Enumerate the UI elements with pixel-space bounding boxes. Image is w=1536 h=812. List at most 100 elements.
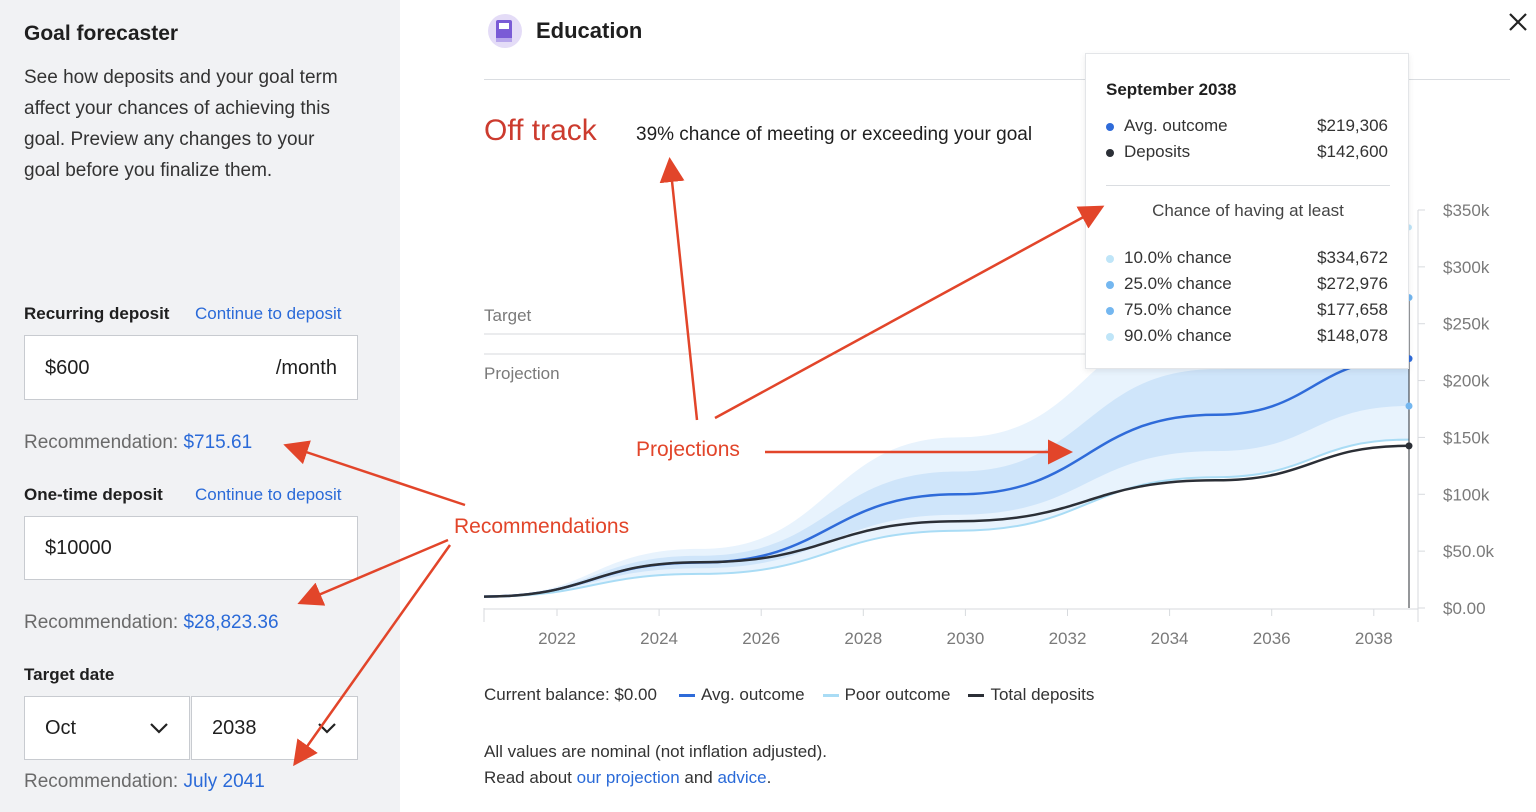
legend-label: Avg. outcome — [700, 685, 805, 704]
y-tick-label: $350k — [1443, 201, 1490, 220]
tooltip-label: 75.0% chance — [1124, 300, 1232, 319]
onetime-deposit-input[interactable]: $10000 — [24, 516, 358, 580]
arrow-to-onetime-rec — [297, 538, 449, 606]
recurring-deposit-value: $600 — [45, 357, 90, 379]
target-year-select[interactable]: 2038 — [191, 696, 358, 760]
recurring-continue-link[interactable]: Continue to deposit — [195, 304, 342, 323]
advice-link[interactable]: advice — [717, 768, 767, 787]
read-prefix: Read about — [484, 768, 577, 787]
book-icon — [488, 14, 522, 48]
tooltip-row-chance: 75.0% chance $177,658 — [1106, 300, 1388, 320]
tooltip-row-chance: 25.0% chance $272,976 — [1106, 274, 1388, 294]
legend-item-avg: Avg. outcome — [678, 685, 805, 705]
tooltip-label: Avg. outcome — [1124, 116, 1228, 135]
target-month-select[interactable]: Oct — [24, 696, 190, 760]
legend-item-deposits: Total deposits — [968, 685, 1094, 705]
close-icon[interactable] — [1507, 11, 1529, 33]
tooltip-label: 10.0% chance — [1124, 248, 1232, 267]
target-recommendation: Recommendation: July 2041 — [24, 771, 265, 793]
y-tick-label: $200k — [1443, 372, 1490, 391]
chance-dot — [1106, 332, 1114, 341]
onetime-continue-link[interactable]: Continue to deposit — [195, 485, 342, 504]
target-month-value: Oct — [45, 717, 77, 739]
chart-tooltip: September 2038 Avg. outcome $219,306 Dep… — [1085, 53, 1409, 369]
y-tick-label: $0.00 — [1443, 599, 1486, 618]
target-rec-value[interactable]: July 2041 — [183, 771, 265, 792]
x-tick-label: 2036 — [1253, 629, 1291, 648]
arrow-to-tooltip — [714, 205, 1105, 420]
legend-swatch — [678, 694, 695, 698]
x-tick-label: 2038 — [1355, 629, 1393, 648]
chance-dot — [1106, 254, 1114, 263]
sidebar-description: See how deposits and your goal term affe… — [24, 67, 338, 181]
y-tick-label: $100k — [1443, 485, 1490, 504]
status-badge: Off track — [484, 114, 597, 147]
tooltip-value: $148,078 — [1317, 326, 1388, 345]
arrow-to-target-rec — [293, 544, 452, 767]
tooltip-title: September 2038 — [1106, 80, 1237, 99]
current-balance: Current balance: $0.00 — [484, 685, 657, 704]
chance-dot — [1106, 306, 1114, 315]
y-tick-label: $50.0k — [1443, 542, 1495, 561]
legend-item-poor: Poor outcome — [822, 685, 951, 705]
recommendations-annotation: Recommendations — [454, 515, 630, 538]
tooltip-value: $142,600 — [1317, 142, 1388, 161]
y-tick-label: $150k — [1443, 428, 1490, 447]
tooltip-label: 25.0% chance — [1124, 274, 1232, 293]
read-about-line: Read about our projection and advice. — [484, 768, 771, 788]
period-text: . — [766, 768, 772, 787]
tooltip-row-chance: 90.0% chance $148,078 — [1106, 326, 1388, 346]
tooltip-value: $272,976 — [1317, 274, 1388, 293]
arrow-to-chance-text — [659, 157, 699, 421]
onetime-deposit-value: $10000 — [45, 537, 112, 559]
deposits-dot — [1106, 148, 1114, 157]
tooltip-subtitle: Chance of having at least — [1152, 201, 1344, 220]
header-divider — [484, 79, 1510, 80]
recurring-deposit-suffix: /month — [275, 357, 337, 379]
rec-label: Recommendation: — [24, 612, 184, 633]
recurring-deposit-input[interactable]: $600 /month — [24, 335, 358, 400]
percentile-band-25-75 — [484, 297, 1409, 597]
tooltip-label: 90.0% chance — [1124, 326, 1232, 345]
goal-title: Education — [536, 18, 643, 43]
tooltip-value: $219,306 — [1317, 116, 1388, 135]
deposits-marker — [1405, 442, 1413, 450]
onetime-recommendation: Recommendation: $28,823.36 — [24, 612, 279, 634]
tooltip-row-deposits: Deposits $142,600 — [1106, 142, 1388, 162]
onetime-deposit-label: One-time deposit — [24, 485, 163, 504]
tooltip-value: $334,672 — [1317, 248, 1388, 267]
target-date-label: Target date — [24, 665, 115, 684]
rec-label: Recommendation: — [24, 432, 184, 453]
rec-label: Recommendation: — [24, 771, 184, 792]
chance-marker — [1405, 402, 1413, 410]
y-tick-label: $250k — [1443, 315, 1490, 334]
nominal-note: All values are nominal (not inflation ad… — [484, 742, 828, 761]
chance-text: 39% chance of meeting or exceeding your … — [636, 124, 1033, 145]
recurring-deposit-label: Recurring deposit — [24, 304, 170, 323]
x-tick-label: 2032 — [1049, 629, 1087, 648]
tooltip-label: Deposits — [1124, 142, 1191, 161]
goal-forecaster-sidebar: Goal forecaster See how deposits and you… — [0, 0, 400, 812]
recurring-rec-value[interactable]: $715.61 — [183, 432, 253, 453]
projection-line-label: Projection — [484, 364, 560, 383]
target-year-value: 2038 — [212, 717, 257, 739]
x-tick-label: 2022 — [538, 629, 576, 648]
legend-swatch — [822, 694, 839, 698]
x-tick-label: 2030 — [946, 629, 984, 648]
chance-dot — [1106, 280, 1114, 289]
x-tick-label: 2024 — [640, 629, 678, 648]
avg-dot — [1106, 122, 1114, 131]
legend-label: Poor outcome — [844, 685, 951, 704]
projection-link[interactable]: our projection — [576, 768, 680, 787]
onetime-rec-value[interactable]: $28,823.36 — [183, 612, 279, 633]
chart-legend: Current balance: $0.00 Avg. outcome Poor… — [484, 685, 1094, 705]
tooltip-row-avg: Avg. outcome $219,306 — [1106, 116, 1388, 136]
target-line-label: Target — [484, 306, 532, 325]
legend-label: Total deposits — [990, 685, 1095, 704]
x-tick-label: 2028 — [844, 629, 882, 648]
x-tick-label: 2026 — [742, 629, 780, 648]
projections-annotation: Projections — [636, 438, 740, 461]
series-line — [483, 444, 1410, 598]
